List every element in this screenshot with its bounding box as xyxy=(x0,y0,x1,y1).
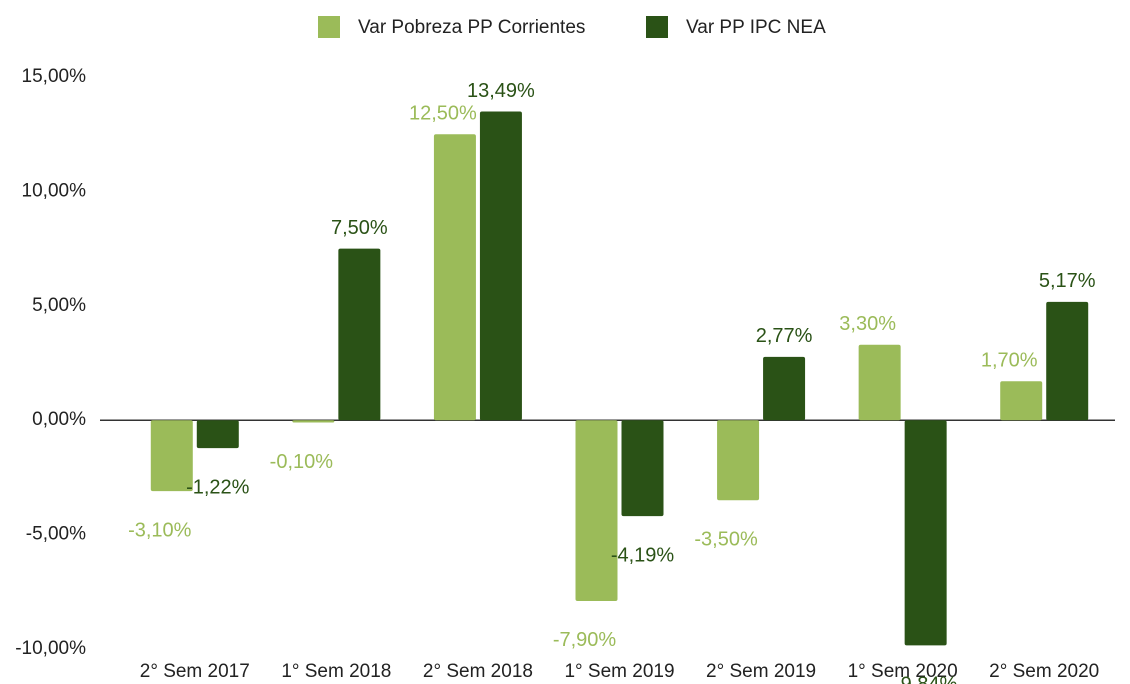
legend-swatch xyxy=(318,16,340,38)
x-tick-label: 2° Sem 2017 xyxy=(140,661,250,682)
bar xyxy=(717,420,760,501)
bar xyxy=(150,420,193,492)
bar xyxy=(196,420,239,449)
bar xyxy=(904,420,947,646)
x-tick-label: 1° Sem 2020 xyxy=(848,661,958,682)
data-label: 5,17% xyxy=(1039,270,1096,292)
bar xyxy=(1046,301,1089,421)
y-tick-label: -5,00% xyxy=(26,524,86,545)
bar xyxy=(1000,381,1043,421)
data-label: -4,19% xyxy=(611,544,675,566)
data-label: -0,10% xyxy=(270,451,334,473)
x-tick-label: 2° Sem 2019 xyxy=(706,661,816,682)
x-tick-label: 2° Sem 2018 xyxy=(423,661,533,682)
x-tick-label: 1° Sem 2019 xyxy=(564,661,674,682)
bar xyxy=(292,420,335,423)
legend-label: Var Pobreza PP Corrientes xyxy=(358,17,585,38)
bar xyxy=(338,248,381,421)
data-label: 12,50% xyxy=(409,102,477,124)
bar xyxy=(763,356,806,421)
legend-label: Var PP IPC NEA xyxy=(686,17,826,38)
data-label: -7,90% xyxy=(553,629,617,651)
y-tick-label: 15,00% xyxy=(22,66,87,87)
x-tick-label: 1° Sem 2018 xyxy=(281,661,391,682)
y-tick-label: 0,00% xyxy=(32,409,86,430)
legend-swatch xyxy=(646,16,668,38)
data-label: 1,70% xyxy=(981,350,1038,372)
bar xyxy=(621,420,664,517)
data-label: 13,49% xyxy=(467,80,535,102)
y-tick-label: -10,00% xyxy=(15,638,86,659)
data-label: -3,10% xyxy=(128,519,192,541)
data-label: 3,30% xyxy=(839,313,896,335)
data-label: -1,22% xyxy=(186,476,250,498)
y-tick-label: 5,00% xyxy=(32,295,86,316)
data-label: 7,50% xyxy=(331,217,388,239)
data-label: -9,84% xyxy=(894,674,958,684)
bar xyxy=(575,420,618,601)
bar xyxy=(433,134,476,421)
data-label: 2,77% xyxy=(756,325,813,347)
data-label: -3,50% xyxy=(694,529,758,551)
bar xyxy=(858,344,901,421)
x-tick-label: 2° Sem 2020 xyxy=(989,661,1099,682)
bar xyxy=(479,111,522,421)
y-tick-label: 10,00% xyxy=(22,180,87,201)
